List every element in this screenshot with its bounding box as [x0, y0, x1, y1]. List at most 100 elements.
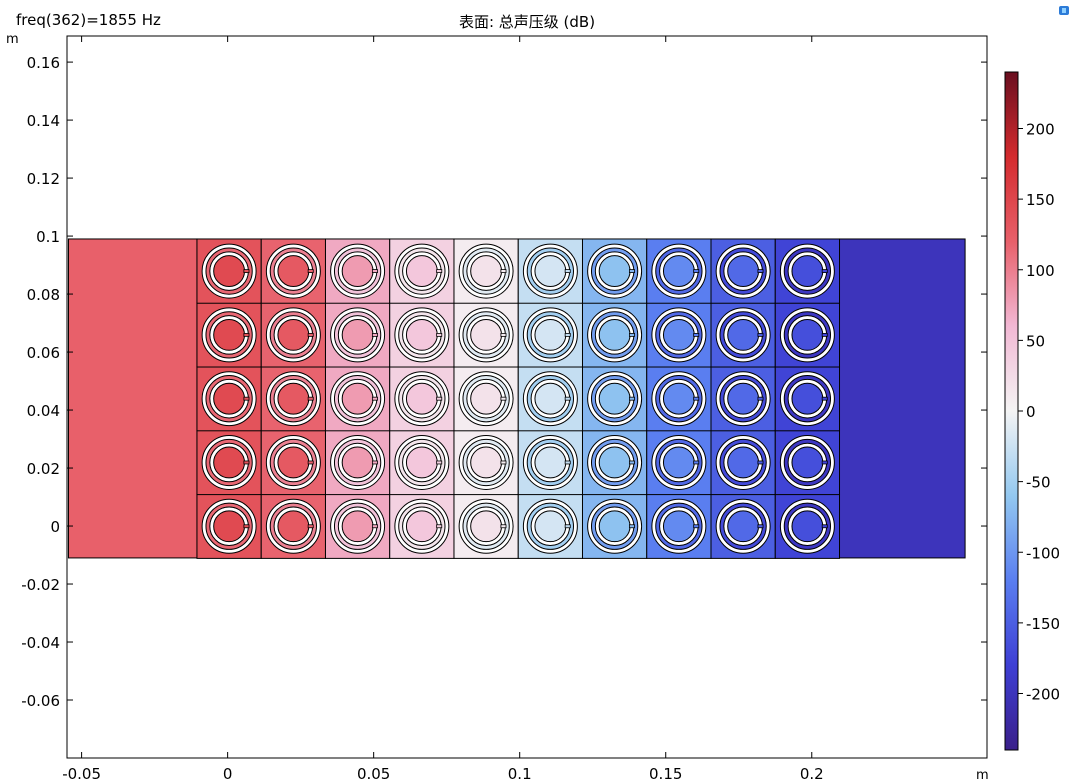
- ring-slit: [307, 396, 314, 401]
- unit-cell: [324, 302, 391, 368]
- ring-slit: [436, 524, 443, 529]
- resonator-core: [727, 446, 760, 479]
- colorbar-tick-label: -100: [1026, 544, 1060, 562]
- frequency-label: freq(362)=1855 Hz: [16, 11, 161, 29]
- resonator-core: [598, 510, 631, 543]
- y-tick-label: 0.16: [27, 54, 60, 72]
- outlet-region: [839, 238, 966, 559]
- y-tick-label: 0.06: [27, 344, 60, 362]
- ring-slit: [371, 396, 378, 401]
- resonator-core: [662, 382, 695, 415]
- ring-slit: [564, 460, 571, 465]
- colorbar-tick-label: -50: [1026, 474, 1051, 492]
- resonator-core: [341, 446, 374, 479]
- unit-cell: [517, 493, 583, 559]
- ring-slit: [436, 269, 443, 273]
- unit-cell: [646, 238, 712, 304]
- unit-cell: [774, 302, 841, 368]
- unit-cell: [710, 366, 776, 432]
- ring-slit: [693, 460, 700, 465]
- unit-cell: [389, 302, 455, 368]
- ring-slit: [757, 269, 764, 273]
- resonator-core: [727, 318, 760, 351]
- unit-cell: [517, 366, 583, 432]
- unit-cell: [453, 429, 519, 496]
- x-axis-unit: m: [976, 768, 989, 783]
- resonator-core: [598, 446, 631, 479]
- unit-cell: [517, 429, 583, 496]
- resonator-core: [534, 382, 567, 415]
- resonator-core: [791, 446, 824, 479]
- colorbar: [1004, 71, 1019, 751]
- unit-cell: [646, 429, 712, 496]
- unit-cell: [324, 366, 391, 432]
- ring-slit: [821, 524, 828, 529]
- ring-slit: [436, 396, 443, 401]
- unit-cell: [196, 493, 262, 559]
- unit-cell: [196, 238, 262, 304]
- ring-slit: [500, 396, 507, 401]
- ring-slit: [436, 460, 443, 465]
- inlet-region: [67, 238, 198, 559]
- resonator-core: [534, 255, 567, 288]
- resonator-core: [662, 255, 695, 288]
- ring-slit: [243, 524, 250, 529]
- resonator-core: [341, 510, 374, 543]
- resonator-core: [598, 318, 631, 351]
- unit-cell: [581, 429, 648, 496]
- colorbar-tick-label: 100: [1026, 262, 1055, 280]
- ring-slit: [628, 332, 635, 337]
- unit-cell-grid: [196, 238, 841, 559]
- ring-slit: [564, 332, 571, 337]
- ring-slit: [628, 396, 635, 401]
- y-tick-label: 0.14: [27, 112, 60, 130]
- ring-slit: [821, 332, 828, 337]
- ring-slit: [307, 332, 314, 337]
- resonator-core: [727, 255, 760, 288]
- resonator-core: [662, 318, 695, 351]
- unit-cell: [774, 238, 841, 304]
- colorbar-tick-label: -150: [1026, 615, 1060, 633]
- resonator-core: [341, 382, 374, 415]
- unit-cell: [581, 493, 648, 559]
- resonator-core: [534, 318, 567, 351]
- resonator-core: [791, 318, 824, 351]
- ring-slit: [500, 269, 507, 273]
- resonator-core: [598, 382, 631, 415]
- resonator-core: [791, 255, 824, 288]
- resonator-core: [470, 446, 503, 479]
- colorbar-tick-label: 200: [1026, 121, 1055, 139]
- colorbar-tick-label: 50: [1026, 332, 1045, 350]
- unit-cell: [517, 302, 583, 368]
- resonator-core: [405, 255, 438, 288]
- ring-slit: [371, 269, 378, 273]
- unit-cell: [196, 366, 262, 432]
- ring-slit: [821, 269, 828, 273]
- resonator-core: [727, 510, 760, 543]
- resonator-core: [213, 446, 246, 479]
- resonator-core: [277, 255, 310, 288]
- resonator-core: [405, 382, 438, 415]
- ring-slit: [307, 269, 314, 273]
- corner-icon: [1059, 6, 1069, 15]
- y-tick-label: 0.08: [27, 286, 60, 304]
- unit-cell: [710, 429, 776, 496]
- unit-cell: [324, 238, 391, 304]
- unit-cell: [260, 302, 326, 368]
- ring-slit: [564, 524, 571, 529]
- resonator-core: [213, 510, 246, 543]
- x-tick-label: 0.2: [800, 765, 824, 783]
- unit-cell: [774, 366, 841, 432]
- y-tick-label: 0: [50, 518, 60, 536]
- ring-slit: [628, 460, 635, 465]
- resonator-core: [277, 446, 310, 479]
- y-tick-label: 0.1: [36, 228, 60, 246]
- unit-cell: [453, 302, 519, 368]
- ring-slit: [564, 269, 571, 273]
- ring-slit: [693, 524, 700, 529]
- ring-slit: [371, 332, 378, 337]
- unit-cell: [260, 238, 326, 304]
- x-tick-label: 0.05: [357, 765, 390, 783]
- y-tick-label: -0.04: [21, 634, 60, 652]
